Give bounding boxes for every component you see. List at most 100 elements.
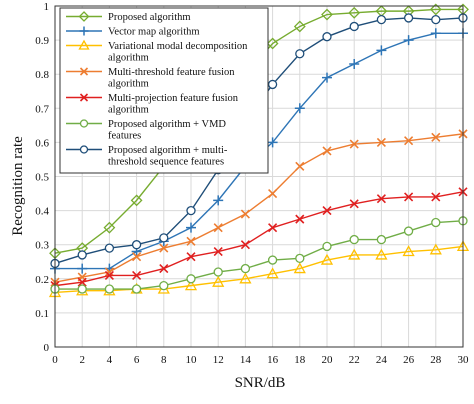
data-point-marker [403, 35, 414, 46]
x-tick-label: 12 [213, 354, 224, 366]
data-point-marker [403, 13, 414, 23]
x-tick-label: 20 [322, 354, 334, 366]
x-tick-label: 24 [376, 354, 388, 366]
legend-label: algorithm [108, 79, 149, 90]
legend-item: Proposed algorithm + multi-threshold seq… [66, 145, 228, 168]
data-point-marker [213, 246, 223, 257]
series-4 [50, 129, 468, 287]
data-point-marker [267, 79, 278, 90]
series-line [54, 133, 464, 283]
data-point-marker [267, 137, 278, 148]
data-point-marker [375, 248, 388, 260]
x-tick-label: 6 [134, 354, 140, 366]
x-tick-label: 2 [79, 354, 85, 366]
x-tick-label: 28 [430, 354, 442, 366]
series-5 [50, 187, 468, 291]
data-point-marker [266, 267, 279, 279]
plot-frame [54, 5, 464, 348]
data-point-marker [132, 252, 142, 262]
y-tick-labels: 0 0.1 0.2 0.3 0.4 0.5 0.6 0.7 0.8 0.9 1 [35, 1, 49, 354]
data-point-marker [184, 279, 198, 291]
data-point-marker [186, 222, 196, 233]
data-point-marker [186, 252, 196, 262]
data-point-marker [295, 49, 305, 59]
data-point-marker [268, 223, 278, 233]
legend-label: Multi-threshold feature fusion [108, 67, 235, 78]
y-tick-label: 0.9 [35, 35, 49, 47]
legend-box [59, 7, 269, 174]
data-point-marker [104, 267, 114, 277]
data-point-marker [130, 194, 143, 207]
y-tick-label: 0.1 [35, 308, 49, 320]
data-point-marker [322, 206, 332, 216]
data-point-marker [159, 280, 169, 291]
legend-label: Variational modal decomposition [108, 41, 248, 52]
x-axis-label: SNR/dB [235, 375, 286, 391]
data-point-marker [268, 188, 278, 199]
y-tick-label: 0.4 [35, 206, 49, 218]
data-point-marker [77, 284, 87, 294]
y-tick-label: 0.7 [35, 103, 49, 115]
y-tick-label: 0.6 [35, 137, 49, 149]
data-point-marker [348, 248, 361, 260]
data-point-marker [431, 132, 441, 142]
data-point-marker [266, 37, 279, 50]
x-tick-label: 4 [107, 354, 113, 366]
data-point-marker [186, 274, 196, 284]
legend-marker [79, 26, 89, 36]
legend-label: Proposed algorithm + multi- [108, 145, 228, 156]
data-point-marker [267, 255, 278, 265]
data-point-marker [293, 262, 306, 274]
data-point-marker [431, 192, 441, 202]
data-point-marker [295, 161, 305, 171]
data-point-marker [104, 270, 114, 280]
data-point-marker [213, 223, 223, 233]
data-point-marker [131, 284, 142, 294]
x-tick-label: 14 [240, 354, 252, 366]
data-point-marker [322, 146, 332, 156]
data-point-marker [402, 245, 415, 257]
data-point-marker [322, 72, 332, 83]
legend-marker [79, 93, 89, 102]
data-point-marker [376, 14, 387, 25]
data-point-marker [295, 214, 305, 224]
data-point-marker [77, 277, 87, 287]
data-point-marker [349, 58, 360, 69]
y-tick-label: 0 [44, 342, 50, 354]
data-point-marker [320, 253, 334, 265]
data-point-marker [159, 233, 169, 243]
data-point-marker [431, 14, 441, 25]
x-tick-label: 8 [161, 354, 167, 366]
data-point-marker [349, 139, 359, 149]
data-point-marker [293, 20, 306, 33]
x-tick-label: 16 [267, 354, 279, 366]
data-point-marker [349, 234, 359, 245]
x-tick-label: 22 [349, 354, 360, 366]
data-point-marker [104, 243, 115, 253]
data-point-marker [240, 263, 251, 274]
data-point-marker [431, 217, 441, 228]
legend-item: Vector map algorithm [66, 26, 200, 38]
legend-label: algorithm [108, 53, 149, 64]
data-point-marker [294, 103, 305, 114]
data-point-marker [213, 267, 223, 277]
data-point-marker [240, 240, 250, 250]
data-point-marker [132, 270, 142, 280]
data-point-marker [159, 243, 169, 253]
legend-marker [79, 67, 89, 76]
data-point-marker [429, 3, 442, 16]
y-tick-label: 0.5 [35, 172, 49, 184]
data-point-marker [322, 241, 332, 252]
y-tick-label: 1 [44, 1, 50, 13]
data-point-marker [322, 32, 332, 42]
legend-label: features [108, 131, 141, 142]
data-point-marker [403, 226, 414, 236]
legend-label: Proposed algorithm + VMD [108, 119, 226, 130]
data-point-marker [212, 275, 225, 287]
